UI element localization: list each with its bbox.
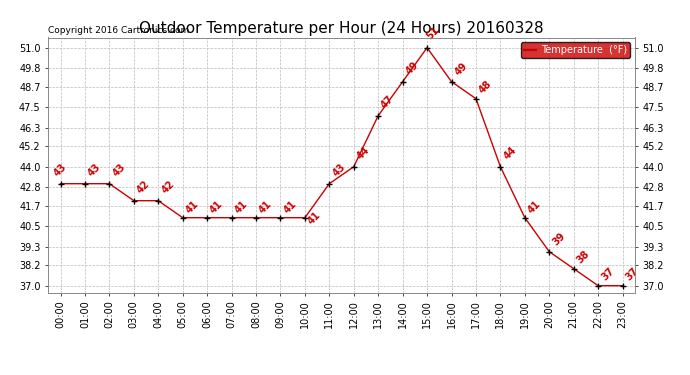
Text: 43: 43 [52, 162, 68, 178]
Text: Copyright 2016 Cartronics.com: Copyright 2016 Cartronics.com [48, 26, 190, 35]
Text: 43: 43 [110, 162, 127, 178]
Text: 42: 42 [159, 179, 176, 196]
Text: 41: 41 [257, 198, 274, 215]
Text: 44: 44 [355, 145, 372, 162]
Legend: Temperature  (°F): Temperature (°F) [522, 42, 630, 58]
Text: 48: 48 [477, 79, 494, 95]
Text: 49: 49 [453, 61, 469, 78]
Text: 37: 37 [624, 266, 640, 282]
Text: 42: 42 [135, 179, 152, 196]
Text: 51: 51 [424, 25, 441, 42]
Text: 41: 41 [233, 198, 249, 215]
Text: 47: 47 [380, 94, 396, 111]
Text: 37: 37 [600, 266, 616, 282]
Text: 43: 43 [331, 162, 347, 178]
Text: 41: 41 [526, 198, 542, 215]
Text: 38: 38 [575, 249, 591, 265]
Text: 41: 41 [282, 198, 298, 215]
Text: 49: 49 [404, 60, 420, 76]
Text: 41: 41 [306, 210, 323, 226]
Text: 44: 44 [502, 145, 518, 162]
Title: Outdoor Temperature per Hour (24 Hours) 20160328: Outdoor Temperature per Hour (24 Hours) … [139, 21, 544, 36]
Text: 43: 43 [86, 162, 103, 178]
Text: 41: 41 [184, 198, 201, 215]
Text: 39: 39 [551, 231, 567, 248]
Text: 41: 41 [208, 198, 225, 215]
